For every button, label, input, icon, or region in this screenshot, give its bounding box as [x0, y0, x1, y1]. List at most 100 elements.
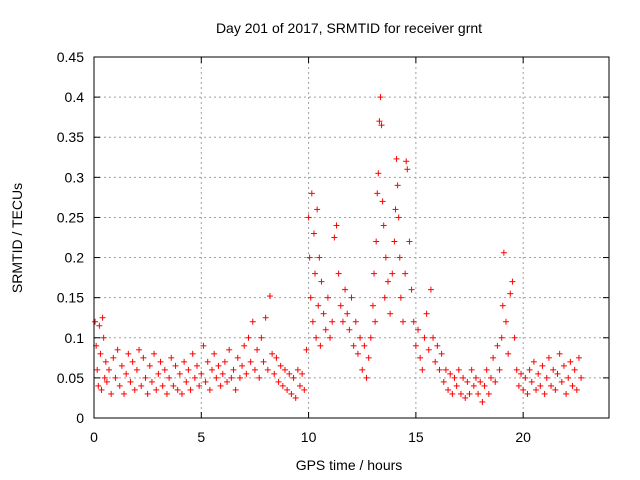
data-point — [442, 366, 449, 373]
data-point — [279, 382, 286, 389]
data-point — [320, 310, 327, 317]
data-point — [260, 358, 267, 365]
y-tick-label: 0.2 — [65, 250, 85, 266]
data-point — [556, 350, 563, 357]
data-point — [440, 378, 447, 385]
data-point — [101, 374, 108, 381]
data-point — [138, 382, 145, 389]
data-point — [249, 318, 256, 325]
data-point — [125, 350, 132, 357]
data-point — [194, 362, 200, 369]
data-point — [185, 366, 192, 373]
data-point — [228, 374, 235, 381]
data-point — [159, 382, 166, 389]
data-point — [314, 206, 321, 213]
data-point — [247, 358, 254, 365]
data-point — [144, 390, 151, 397]
data-point — [209, 366, 216, 373]
data-point — [307, 294, 314, 301]
y-tick-label: 0.45 — [57, 49, 84, 65]
data-point — [498, 334, 505, 341]
data-point — [462, 394, 469, 401]
data-point — [151, 350, 158, 357]
data-point — [176, 370, 183, 377]
data-point — [477, 378, 484, 385]
data-point — [191, 374, 198, 381]
data-point — [339, 318, 346, 325]
data-point — [483, 366, 490, 373]
data-point — [172, 362, 179, 369]
data-point — [127, 378, 134, 385]
data-point — [382, 254, 389, 261]
data-point — [315, 302, 322, 309]
data-point — [376, 118, 383, 125]
data-point — [410, 318, 417, 325]
data-point — [103, 378, 110, 385]
data-point — [306, 254, 313, 261]
data-point — [378, 122, 385, 129]
data-point — [262, 314, 269, 321]
data-point — [511, 334, 518, 341]
data-point — [470, 382, 477, 389]
data-point — [392, 206, 399, 213]
data-point — [537, 382, 544, 389]
data-point — [266, 293, 273, 300]
data-point — [174, 386, 181, 393]
data-point — [479, 398, 486, 405]
data-point — [121, 390, 128, 397]
data-point — [408, 286, 415, 293]
data-point — [206, 386, 213, 393]
data-point — [142, 374, 149, 381]
data-point — [372, 318, 379, 325]
data-point — [245, 334, 252, 341]
data-point — [503, 318, 509, 325]
data-point — [318, 278, 325, 285]
data-point — [558, 378, 565, 385]
data-point — [400, 318, 406, 325]
x-tick-label: 20 — [515, 429, 531, 445]
data-point — [313, 334, 320, 341]
data-point — [438, 350, 445, 357]
data-point — [369, 302, 376, 309]
data-point — [425, 346, 432, 353]
data-point — [251, 366, 258, 373]
data-point — [346, 326, 353, 333]
data-point — [200, 342, 207, 349]
data-point — [108, 390, 115, 397]
data-point — [342, 286, 349, 293]
data-point — [234, 354, 241, 361]
data-point — [95, 382, 102, 389]
data-point — [563, 390, 570, 397]
data-point — [434, 342, 441, 349]
data-point — [288, 390, 295, 397]
data-point — [211, 350, 218, 357]
data-point — [106, 366, 113, 373]
data-point — [530, 358, 537, 365]
data-point — [550, 366, 557, 373]
data-point — [118, 362, 125, 369]
data-point — [337, 302, 344, 309]
data-point — [308, 190, 315, 197]
data-point — [136, 346, 143, 353]
data-point — [415, 326, 422, 333]
data-point — [292, 394, 299, 401]
data-point — [541, 390, 548, 397]
data-point — [254, 346, 261, 353]
data-point — [196, 382, 203, 389]
y-tick-label: 0.3 — [65, 169, 85, 185]
data-point — [131, 386, 138, 393]
data-point — [468, 366, 475, 373]
data-point — [391, 238, 398, 245]
data-point — [387, 310, 394, 317]
data-point — [552, 386, 559, 393]
data-point — [163, 390, 170, 397]
data-point — [317, 342, 324, 349]
data-point — [494, 342, 501, 349]
data-point — [286, 370, 293, 377]
data-point — [310, 230, 317, 237]
data-point — [239, 362, 246, 369]
data-point — [421, 334, 428, 341]
data-point — [371, 270, 378, 277]
data-point — [344, 310, 351, 317]
data-point — [202, 378, 209, 385]
